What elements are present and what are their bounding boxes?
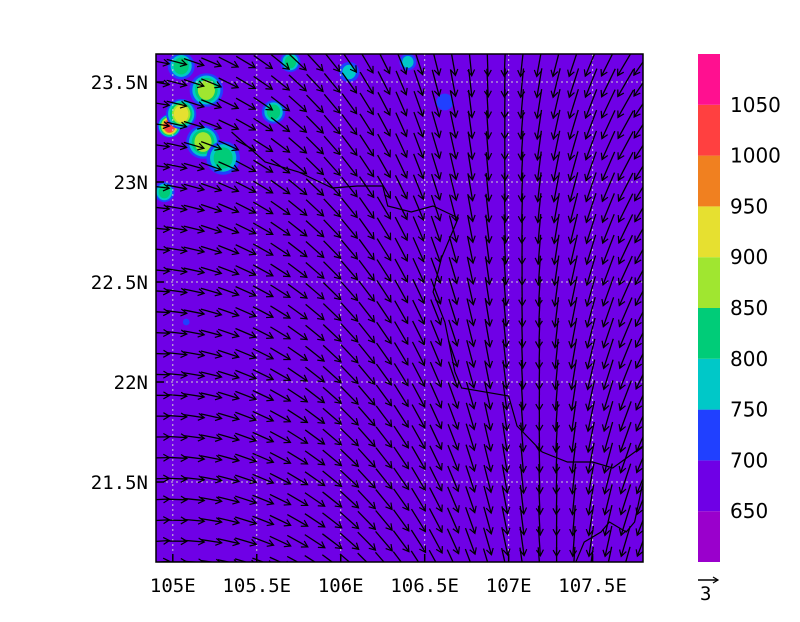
colorbar-label-4: 850 xyxy=(730,296,768,320)
colorbar-label-6: 950 xyxy=(730,194,768,218)
colorbar: 650 700 750 800 850 900 950 1000 1050 xyxy=(698,54,781,562)
colorbar-segment-0 xyxy=(698,511,720,562)
colorbar-label-7: 1000 xyxy=(730,144,781,168)
x-tick-label-2: 106E xyxy=(318,575,364,597)
colorbar-segment-4 xyxy=(698,308,720,359)
y-tick-label-3: 23N xyxy=(114,172,148,194)
colorbar-label-5: 900 xyxy=(730,245,768,269)
x-tick-label-0: 105E xyxy=(150,575,196,597)
field-blob-8-1 xyxy=(342,65,356,80)
field-blob-12-0 xyxy=(183,319,190,326)
colorbar-segment-1 xyxy=(698,460,720,511)
reference-vector-label: 3 xyxy=(700,583,711,605)
y-tick-label-4: 23.5N xyxy=(91,72,148,94)
colorbar-segment-7 xyxy=(698,156,720,207)
colorbar-label-2: 750 xyxy=(730,398,768,422)
y-tick-label-0: 21.5N xyxy=(91,472,148,494)
x-tick-label-3: 106.5E xyxy=(390,575,459,597)
colorbar-segment-6 xyxy=(698,206,720,257)
x-tick-label-5: 107.5E xyxy=(558,575,627,597)
reference-vector: 3 xyxy=(698,577,718,605)
colorbar-label-8: 1050 xyxy=(730,93,781,117)
colorbar-segment-5 xyxy=(698,257,720,308)
colorbar-segment-9 xyxy=(698,54,720,105)
colorbar-segment-2 xyxy=(698,410,720,461)
colorbar-label-1: 700 xyxy=(730,448,768,472)
field-blob-9-1 xyxy=(402,56,413,68)
y-tick-label-1: 22N xyxy=(114,372,148,394)
y-axis: 21.5N 22N 22.5N 23N 23.5N xyxy=(91,72,164,494)
colorbar-label-0: 650 xyxy=(730,499,768,523)
x-tick-label-1: 105.5E xyxy=(222,575,291,597)
colorbar-segment-3 xyxy=(698,359,720,410)
colorbar-segment-8 xyxy=(698,105,720,156)
field-blob-3-2 xyxy=(214,147,233,168)
colorbar-label-3: 800 xyxy=(730,347,768,371)
field-blob-6-2 xyxy=(267,105,280,120)
y-tick-label-2: 22.5N xyxy=(91,272,148,294)
x-tick-label-4: 107E xyxy=(486,575,532,597)
